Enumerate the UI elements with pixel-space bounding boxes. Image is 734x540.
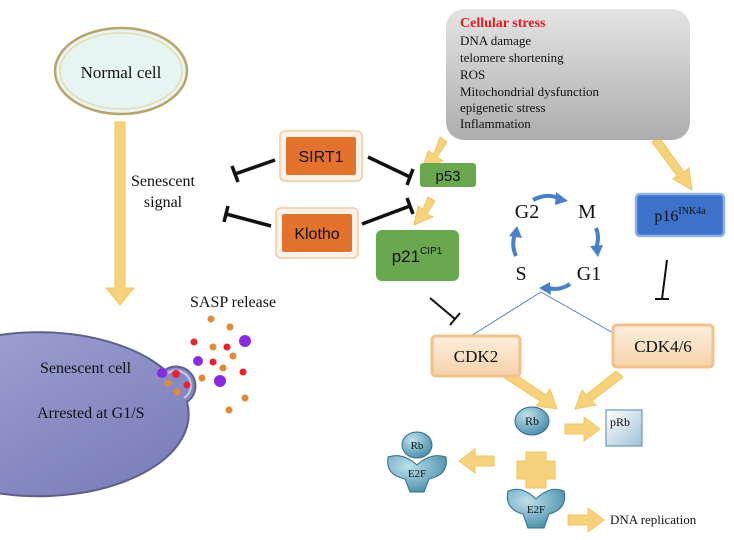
g1-to-s-arrowhead <box>539 282 551 295</box>
normal-cell-label: Normal cell <box>81 63 162 82</box>
klotho-inhibits-signal <box>222 205 272 228</box>
p21-inhibits-cdk2 <box>429 297 461 326</box>
cellular-stress-title: Cellular stress <box>460 16 546 31</box>
prb-box: pRb <box>605 409 643 447</box>
g1-to-s-arrow <box>547 282 572 291</box>
p53-to-p21-arrow <box>413 196 436 226</box>
to-complex-arrow <box>458 448 495 474</box>
dna-replication-label: DNA replication <box>610 512 697 527</box>
cdk2-box: CDK2 <box>430 334 522 378</box>
sirt1-box: SIRT1 <box>279 130 363 182</box>
cdk46-to-rb-arrow <box>574 370 624 410</box>
stress-item: Mitochondrial dysfunction <box>460 84 600 99</box>
m-to-g1-arrowhead <box>590 245 603 257</box>
to-dna-replication-arrow <box>567 507 605 533</box>
prb-label: pRb <box>610 415 630 429</box>
cdk2-label: CDK2 <box>454 347 498 366</box>
sirt1-inhibits-signal <box>230 158 276 183</box>
senescent-cell-arrest-label: Arrested at G1/S <box>37 405 145 422</box>
phase-g1: G1 <box>577 263 601 285</box>
complex-e2f-label: E2F <box>408 468 426 480</box>
phase-m: M <box>578 201 596 223</box>
p53-box: p53 <box>420 163 476 187</box>
p53-label: p53 <box>435 168 460 185</box>
sasp-particles <box>157 315 251 414</box>
p16-superscript: INK4a <box>678 206 706 217</box>
inhibition-lines <box>222 155 669 326</box>
p16-label: p16INK4a <box>654 206 706 225</box>
cell-cycle: G2 M G1 S <box>509 192 603 295</box>
p16-box: p16INK4a <box>634 192 726 238</box>
sasp-release-label: SASP release <box>190 294 276 311</box>
normal-cell: Normal cell <box>53 26 189 116</box>
senescent-cell-label: Senescent cell <box>40 360 132 377</box>
complex-rb-label: Rb <box>411 440 424 452</box>
g2-to-m-arrow <box>532 193 559 202</box>
senescent-cell: Senescent cell Arrested at G1/S <box>0 331 197 498</box>
klotho-label: Klotho <box>294 226 339 243</box>
m-to-g1-arrow <box>594 227 600 249</box>
sirt1-label: SIRT1 <box>298 149 343 166</box>
stress-item: DNA damage <box>460 33 531 48</box>
p21-label: p21CIP1 <box>392 246 443 266</box>
stress-to-p16-arrow <box>651 136 693 191</box>
plus-sign <box>516 451 556 489</box>
free-e2f: E2F <box>506 488 566 529</box>
p21-base: p21 <box>392 247 420 266</box>
cycle-to-cdk46-line <box>540 291 616 335</box>
cellular-stress-box: Cellular stress DNA damage telomere shor… <box>446 9 690 140</box>
rb-to-prb-arrow <box>564 416 601 442</box>
stress-item: ROS <box>460 67 485 82</box>
cdk46-box: CDK4/6 <box>611 323 715 369</box>
free-e2f-body <box>506 488 566 529</box>
klotho-activates-p53 <box>361 197 415 226</box>
normal-to-senescent-arrow <box>104 121 136 306</box>
cycle-to-cdk2-line <box>465 291 542 340</box>
phase-s: S <box>515 263 526 285</box>
stress-item: telomere shortening <box>460 50 564 65</box>
klotho-box: Klotho <box>275 207 359 259</box>
senescent-cell-body <box>0 331 197 498</box>
p16-inhibits-cdk46 <box>655 259 669 300</box>
s-to-g2-arrowhead <box>509 226 522 238</box>
cell-cycle-arrows <box>509 192 603 295</box>
rb-label: Rb <box>525 414 539 428</box>
senescent-signal-line2: signal <box>144 194 183 211</box>
g2-to-m-arrowhead <box>555 192 568 205</box>
senescent-signal-line1: Senescent <box>131 173 196 190</box>
p21-superscript: CIP1 <box>420 246 443 257</box>
rb-e2f-complex: Rb E2F <box>387 431 447 493</box>
e2f-body <box>387 455 447 493</box>
rb-protein: Rb <box>514 406 550 436</box>
sirt1-activates-p53 <box>367 155 415 186</box>
p16-base: p16 <box>654 208 678 225</box>
stress-item: epigenetic stress <box>460 100 546 115</box>
s-to-g2-arrow <box>511 233 518 257</box>
stress-item: Inflammation <box>460 116 531 131</box>
activation-arrows <box>104 121 693 533</box>
free-e2f-label: E2F <box>527 504 545 516</box>
p21-box: p21CIP1 <box>376 230 459 281</box>
cycle-connectors <box>465 291 616 340</box>
phase-g2: G2 <box>515 201 539 223</box>
cdk46-label: CDK4/6 <box>634 337 692 356</box>
